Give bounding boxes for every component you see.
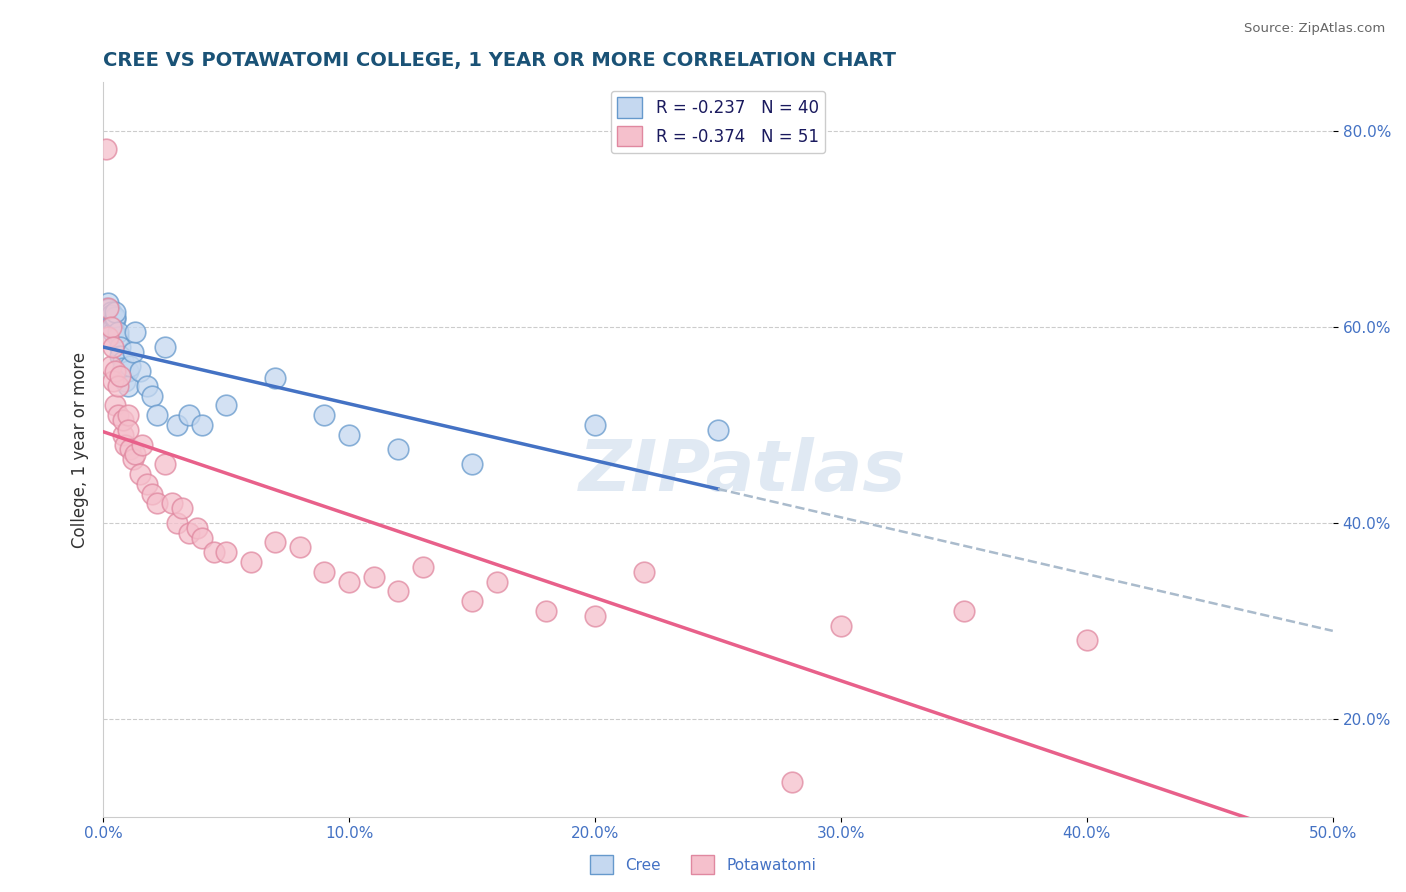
Point [97, 301, 120, 315]
Point [633, 565, 655, 579]
Point [136, 476, 159, 491]
Point [190, 417, 212, 432]
Point [830, 618, 852, 632]
Point [104, 312, 127, 326]
Point [387, 584, 409, 599]
Point [100, 310, 122, 325]
Point [94, 142, 117, 156]
Point [124, 325, 146, 339]
Point [114, 374, 136, 388]
Point [264, 371, 287, 385]
Point [100, 320, 122, 334]
Point [117, 408, 139, 422]
Point [104, 305, 127, 319]
Point [146, 408, 169, 422]
Point [111, 427, 134, 442]
Point [121, 344, 143, 359]
Point [583, 417, 606, 432]
Point [117, 423, 139, 437]
Point [179, 525, 201, 540]
Point [120, 359, 142, 374]
Point [461, 594, 484, 608]
Point [314, 565, 336, 579]
Point [120, 442, 142, 457]
Point [707, 423, 730, 437]
Legend: Cree, Potawatomi: Cree, Potawatomi [583, 849, 823, 880]
Point [166, 516, 188, 530]
Y-axis label: College, 1 year or more: College, 1 year or more [72, 351, 89, 548]
Point [101, 325, 124, 339]
Point [121, 452, 143, 467]
Point [953, 604, 976, 618]
Point [160, 496, 183, 510]
Point [110, 340, 132, 354]
Point [288, 541, 311, 555]
Point [534, 604, 557, 618]
Point [186, 521, 208, 535]
Point [387, 442, 409, 457]
Point [107, 325, 129, 339]
Point [153, 457, 176, 471]
Point [780, 775, 803, 789]
Point [314, 408, 336, 422]
Point [1076, 633, 1098, 648]
Text: CREE VS POTAWATOMI COLLEGE, 1 YEAR OR MORE CORRELATION CHART: CREE VS POTAWATOMI COLLEGE, 1 YEAR OR MO… [103, 51, 896, 70]
Point [146, 496, 169, 510]
Point [239, 555, 262, 569]
Point [101, 315, 124, 329]
Point [215, 545, 238, 559]
Point [97, 302, 120, 317]
Point [117, 379, 139, 393]
Point [141, 389, 163, 403]
Point [101, 320, 124, 334]
Point [215, 399, 238, 413]
Point [412, 560, 434, 574]
Point [104, 310, 127, 325]
Point [124, 447, 146, 461]
Point [114, 437, 136, 451]
Point [129, 364, 152, 378]
Point [117, 364, 139, 378]
Point [97, 330, 120, 344]
Point [111, 354, 134, 368]
Point [104, 399, 127, 413]
Point [337, 574, 360, 589]
Point [101, 340, 124, 354]
Point [110, 369, 132, 384]
Point [179, 408, 201, 422]
Point [166, 417, 188, 432]
Point [111, 361, 134, 376]
Point [107, 379, 129, 393]
Point [153, 340, 176, 354]
Point [101, 374, 124, 388]
Point [190, 531, 212, 545]
Point [97, 295, 120, 310]
Point [100, 305, 122, 319]
Text: Source: ZipAtlas.com: Source: ZipAtlas.com [1244, 22, 1385, 36]
Point [141, 486, 163, 500]
Point [337, 427, 360, 442]
Point [129, 467, 152, 481]
Point [264, 535, 287, 549]
Point [107, 330, 129, 344]
Point [111, 413, 134, 427]
Point [94, 301, 117, 315]
Point [461, 457, 484, 471]
Point [100, 359, 122, 374]
Legend: R = -0.237   N = 40, R = -0.374   N = 51: R = -0.237 N = 40, R = -0.374 N = 51 [610, 91, 825, 153]
Point [170, 501, 193, 516]
Point [485, 574, 508, 589]
Point [104, 364, 127, 378]
Point [202, 545, 225, 559]
Point [136, 379, 159, 393]
Point [583, 608, 606, 623]
Point [100, 309, 122, 323]
Point [131, 437, 153, 451]
Point [363, 570, 385, 584]
Text: ZIPatlas: ZIPatlas [579, 437, 907, 506]
Point [110, 350, 132, 364]
Point [107, 408, 129, 422]
